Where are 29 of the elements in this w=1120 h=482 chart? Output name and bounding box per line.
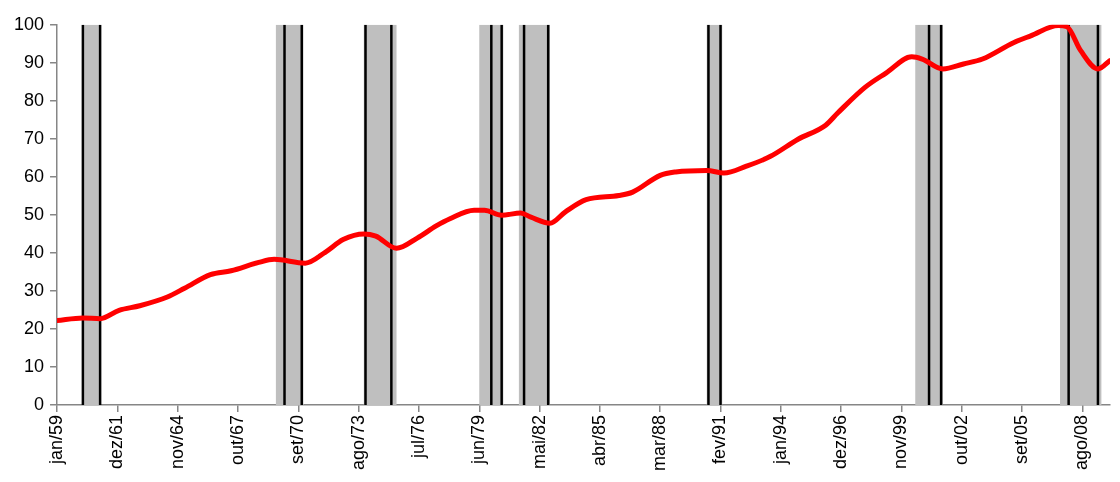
x-tick-label: jan/94: [769, 414, 790, 466]
y-tick-label: 100: [13, 13, 45, 34]
y-tick-label: 50: [24, 203, 45, 224]
y-tick-label: 80: [24, 89, 45, 110]
x-tick-label: dez/61: [106, 414, 127, 470]
x-tick-label: nov/99: [890, 414, 911, 470]
y-tick-label: 0: [34, 393, 45, 414]
x-tick-label: set/05: [1011, 414, 1032, 465]
x-tick-label: ago/73: [347, 414, 368, 471]
x-tick-label: mar/88: [649, 414, 670, 472]
x-tick-label: out/02: [950, 414, 971, 466]
y-tick-label: 20: [24, 317, 45, 338]
y-tick-label: 30: [24, 279, 45, 300]
y-tick-label: 70: [24, 127, 45, 148]
x-tick-label: fev/91: [709, 414, 730, 465]
x-tick-label: jan/59: [46, 414, 66, 466]
x-tick-label: abr/85: [588, 414, 609, 467]
x-tick-label: jul/76: [407, 414, 428, 460]
y-tick-label: 10: [24, 355, 45, 376]
x-tick-label: nov/64: [166, 414, 187, 470]
x-tick-label: ago/08: [1071, 414, 1092, 471]
x-tick-label: mai/82: [528, 414, 549, 470]
x-tick-label: set/70: [287, 414, 308, 465]
x-tick-label: jun/79: [468, 414, 489, 466]
y-tick-label: 40: [24, 241, 45, 262]
y-tick-label: 60: [24, 165, 45, 186]
x-tick-label: dez/96: [830, 414, 851, 470]
x-tick-label: out/67: [226, 414, 247, 466]
y-tick-label: 90: [24, 51, 45, 72]
